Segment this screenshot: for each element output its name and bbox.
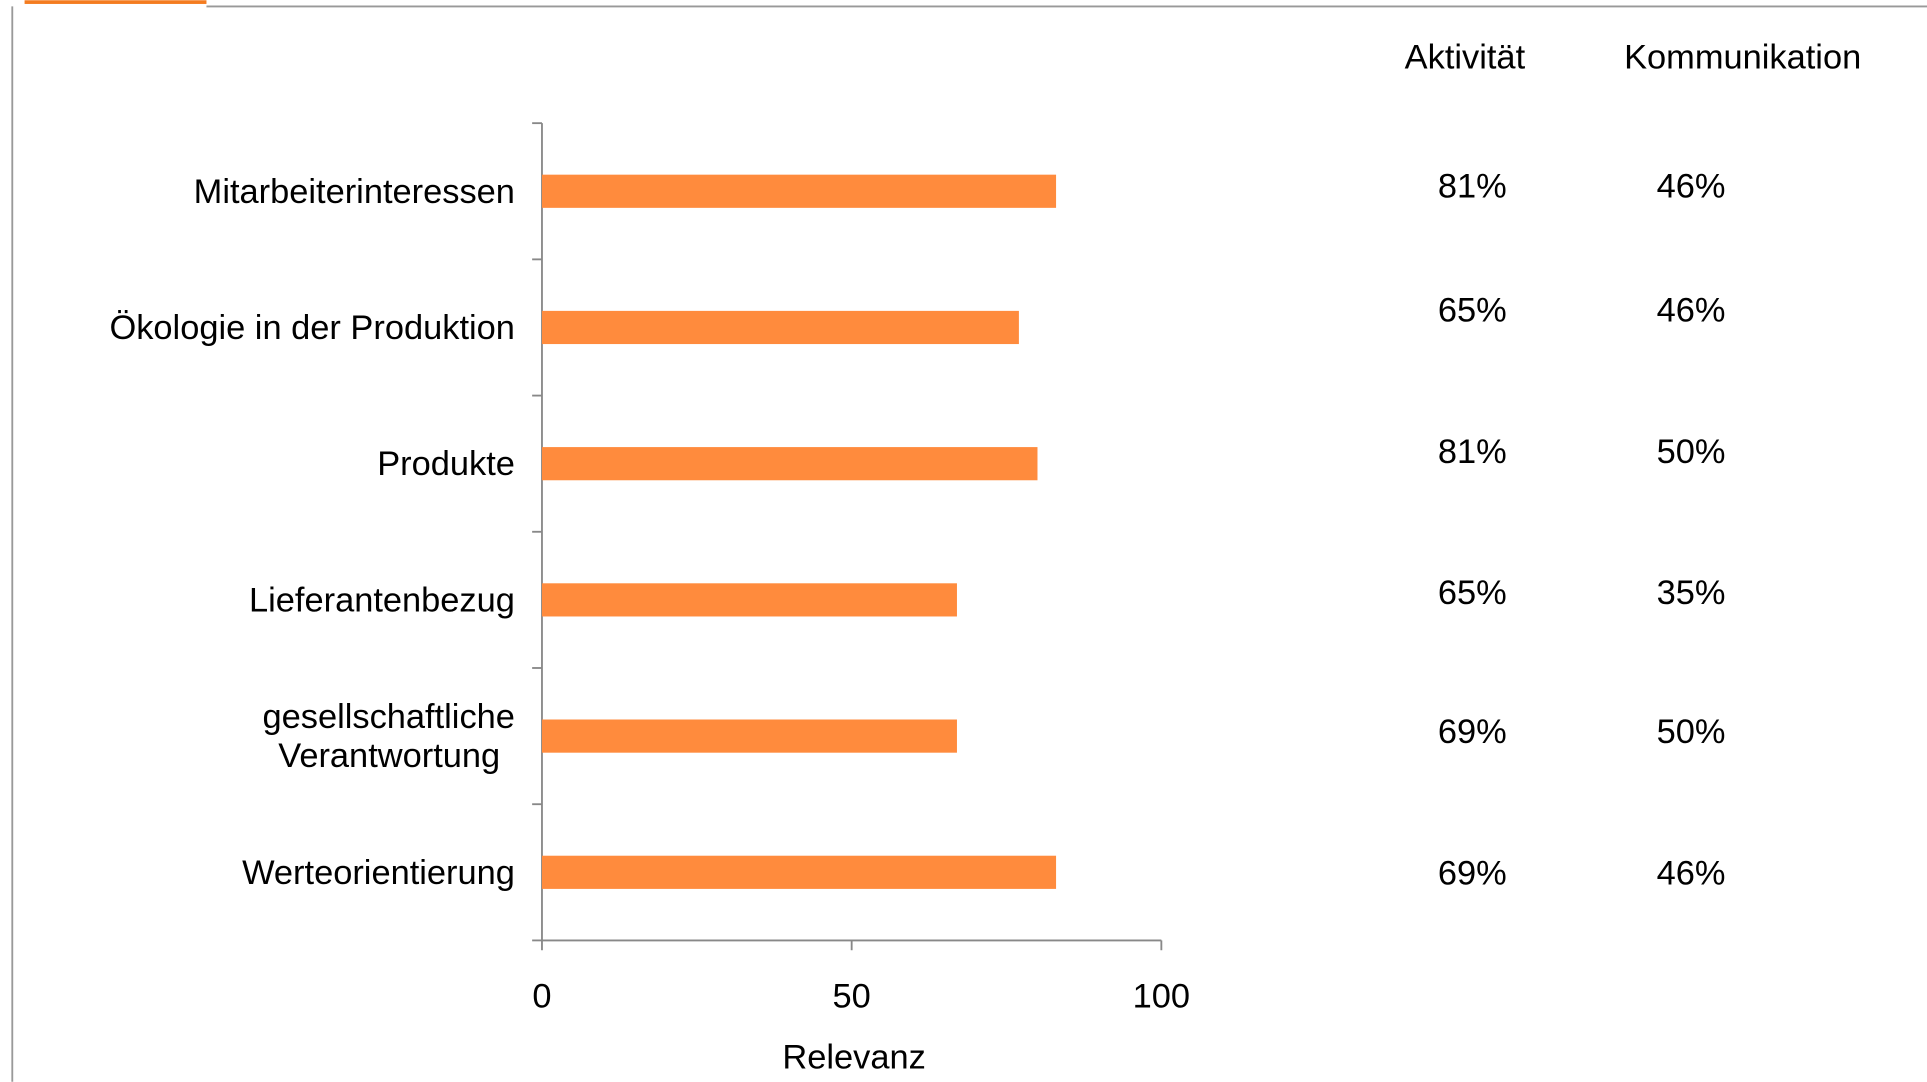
table-cell: 46% — [1657, 292, 1726, 330]
y-tick-label: Lieferantenbezug — [249, 581, 515, 619]
y-tick-label: Ökologie in der Produktion — [109, 309, 514, 347]
x-axis-label: Relevanz — [782, 1039, 925, 1077]
y-tick-label: Mitarbeiterinteressen — [194, 173, 515, 211]
x-tick-label: 50 — [833, 977, 871, 1015]
y-tick-label: gesellschaftliche Verantwortung — [262, 698, 514, 775]
table-cell: 81% — [1438, 167, 1507, 205]
accent-bar — [24, 0, 207, 4]
x-tick-label: 100 — [1133, 977, 1190, 1015]
bar — [541, 310, 1019, 345]
bar — [541, 719, 957, 753]
x-tick-label: 0 — [532, 977, 551, 1015]
table-cell: 65% — [1438, 292, 1507, 330]
table-cell: 46% — [1657, 854, 1726, 892]
table-cell: 65% — [1438, 574, 1507, 612]
table-cell: 81% — [1438, 433, 1507, 471]
table-cell: 50% — [1657, 713, 1726, 751]
table-cell: 69% — [1438, 854, 1507, 892]
table-cell: 69% — [1438, 713, 1507, 751]
y-tick-label: Produkte — [377, 445, 515, 483]
frame — [11, 5, 1927, 1082]
table-header: Aktivität — [1405, 38, 1526, 76]
bar — [541, 855, 1057, 889]
bar — [541, 583, 957, 617]
table-cell: 46% — [1657, 167, 1726, 205]
table-header: Kommunikation — [1624, 38, 1861, 76]
y-tick-label: Werteorientierung — [242, 854, 515, 892]
bar — [541, 174, 1057, 208]
table-cell: 50% — [1657, 433, 1726, 471]
table-cell: 35% — [1657, 574, 1726, 612]
bar — [541, 447, 1038, 481]
